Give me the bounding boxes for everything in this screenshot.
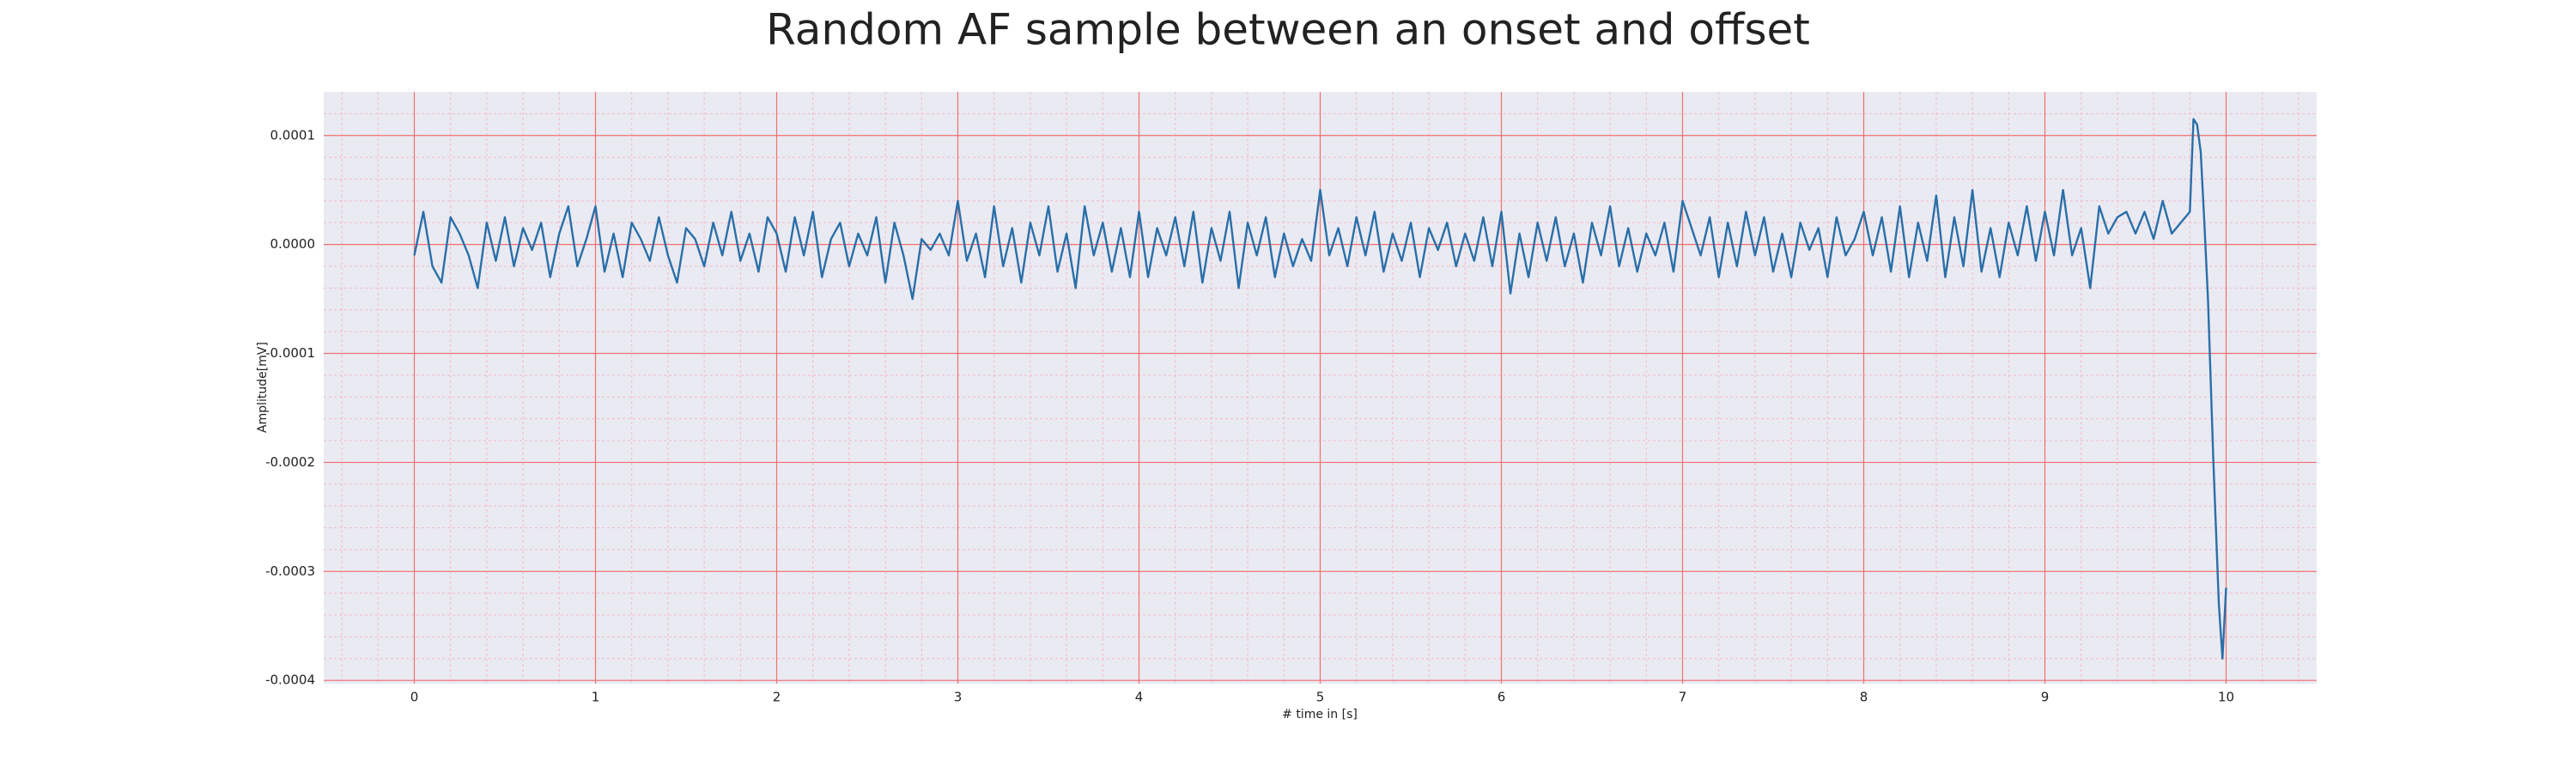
x-tick-label: 6: [1498, 690, 1506, 705]
y-tick-label: -0.0004: [265, 673, 315, 688]
x-tick-label: 3: [954, 690, 963, 705]
line: [413, 118, 2227, 660]
x-tick-label: 9: [2041, 690, 2050, 705]
y-tick-label: 0.0000: [270, 236, 316, 252]
x-tick-label: 0: [410, 690, 419, 705]
x-tick-label: 1: [592, 690, 600, 705]
x-tick-label: 8: [1860, 690, 1868, 705]
marks: [413, 118, 2227, 660]
y-tick-label: -0.0001: [265, 345, 315, 361]
x-tick-label: 7: [1679, 690, 1687, 705]
x-tick-label: 5: [1316, 690, 1325, 705]
x-tick-label: 2: [773, 690, 781, 705]
grid: [324, 92, 2317, 684]
x-tick-label: 10: [2218, 690, 2234, 705]
y-tick-label: 0.0001: [270, 127, 316, 143]
x-tick-label: 4: [1135, 690, 1144, 705]
y-tick-label: -0.0002: [265, 454, 315, 470]
y-axis-label: Amplitude[mV]: [256, 342, 270, 433]
chart-title: Random AF sample between an onset and of…: [766, 5, 1810, 55]
x-axis-label: # time in [s]: [1282, 708, 1358, 721]
y-tick-label: -0.0003: [265, 563, 315, 579]
